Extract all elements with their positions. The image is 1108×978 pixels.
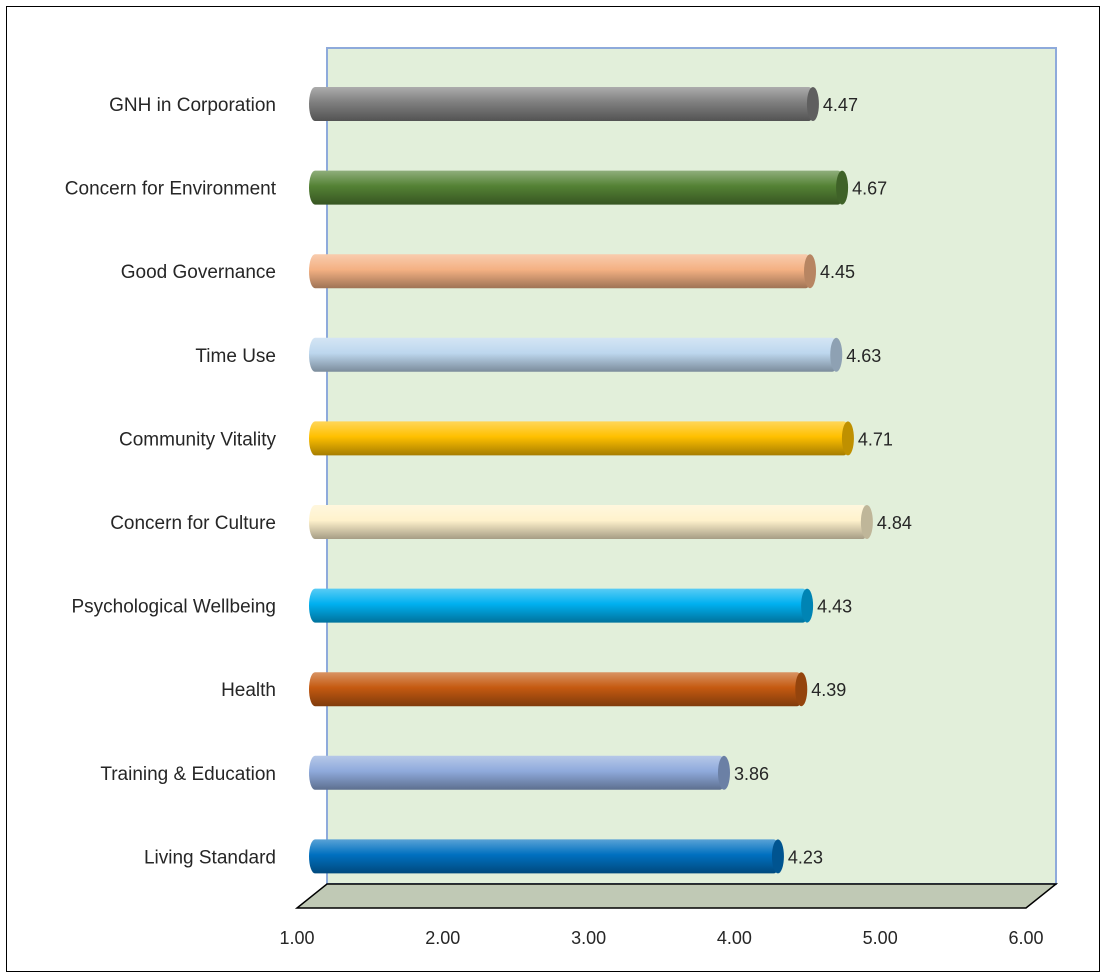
value-label: 4.47 [823,95,858,115]
bar [309,337,843,372]
value-labels: 4.47 4.67 4.45 4.63 4.71 4.84 4.43 4.39 3.86 4.23 [734,95,912,867]
category-label: Living Standard [144,847,276,868]
value-label: 4.67 [852,179,887,199]
bar-end-cap [836,170,849,205]
x-tick-label: 1.00 [279,928,314,948]
bar [309,254,817,289]
category-label: Community Vitality [119,429,276,450]
value-label: 4.43 [817,597,852,617]
category-label: Health [221,680,276,701]
category-label: Training & Education [100,764,276,785]
bar-end-cap [860,505,873,539]
category-labels: GNH in Corporation Concern for Environmen… [65,95,277,868]
bar-body [309,87,815,121]
bar-body [309,672,804,707]
value-label: 4.45 [820,262,855,282]
x-tick-label: 4.00 [717,928,752,948]
bar-body [309,170,845,205]
bar [309,672,808,707]
bar [309,421,854,456]
x-tick-label: 6.00 [1008,928,1043,948]
bar-end-cap [830,337,843,372]
value-label: 4.39 [811,680,846,700]
value-label: 4.84 [877,513,912,533]
bar-end-cap [841,421,854,456]
x-tick-label: 5.00 [863,928,898,948]
bar-body [309,505,869,539]
bar-body [309,421,850,456]
category-label: Good Governance [121,262,276,283]
value-label: 3.86 [734,764,769,784]
bar-body [309,337,839,372]
x-axis-ticks: 1.00 2.00 3.00 4.00 5.00 6.00 [279,928,1043,948]
bar [309,588,814,623]
category-label: GNH in Corporation [109,95,276,116]
bar-body [309,755,726,790]
category-label: Psychological Wellbeing [71,597,276,618]
bar [309,755,730,790]
category-label: Concern for Environment [65,179,277,200]
bar [309,87,819,121]
category-label: Concern for Culture [110,513,276,534]
bar [309,170,849,205]
value-label: 4.23 [788,847,823,867]
bars-layer [309,87,873,874]
chart-floor [294,883,1059,909]
bar-end-cap [771,839,784,874]
bar-body [309,839,780,874]
category-label: Time Use [195,346,276,367]
bar-end-cap [801,588,814,623]
bar-body [309,254,813,289]
x-tick-label: 3.00 [571,928,606,948]
bar [309,505,873,539]
bar [309,839,784,874]
value-label: 4.71 [858,429,893,449]
bar-end-cap [804,254,817,289]
x-tick-label: 2.00 [425,928,460,948]
bar-end-cap [717,755,730,790]
value-label: 4.63 [846,346,881,366]
bar-end-cap [806,87,819,121]
bar-body [309,588,810,623]
bar-end-cap [795,672,808,707]
